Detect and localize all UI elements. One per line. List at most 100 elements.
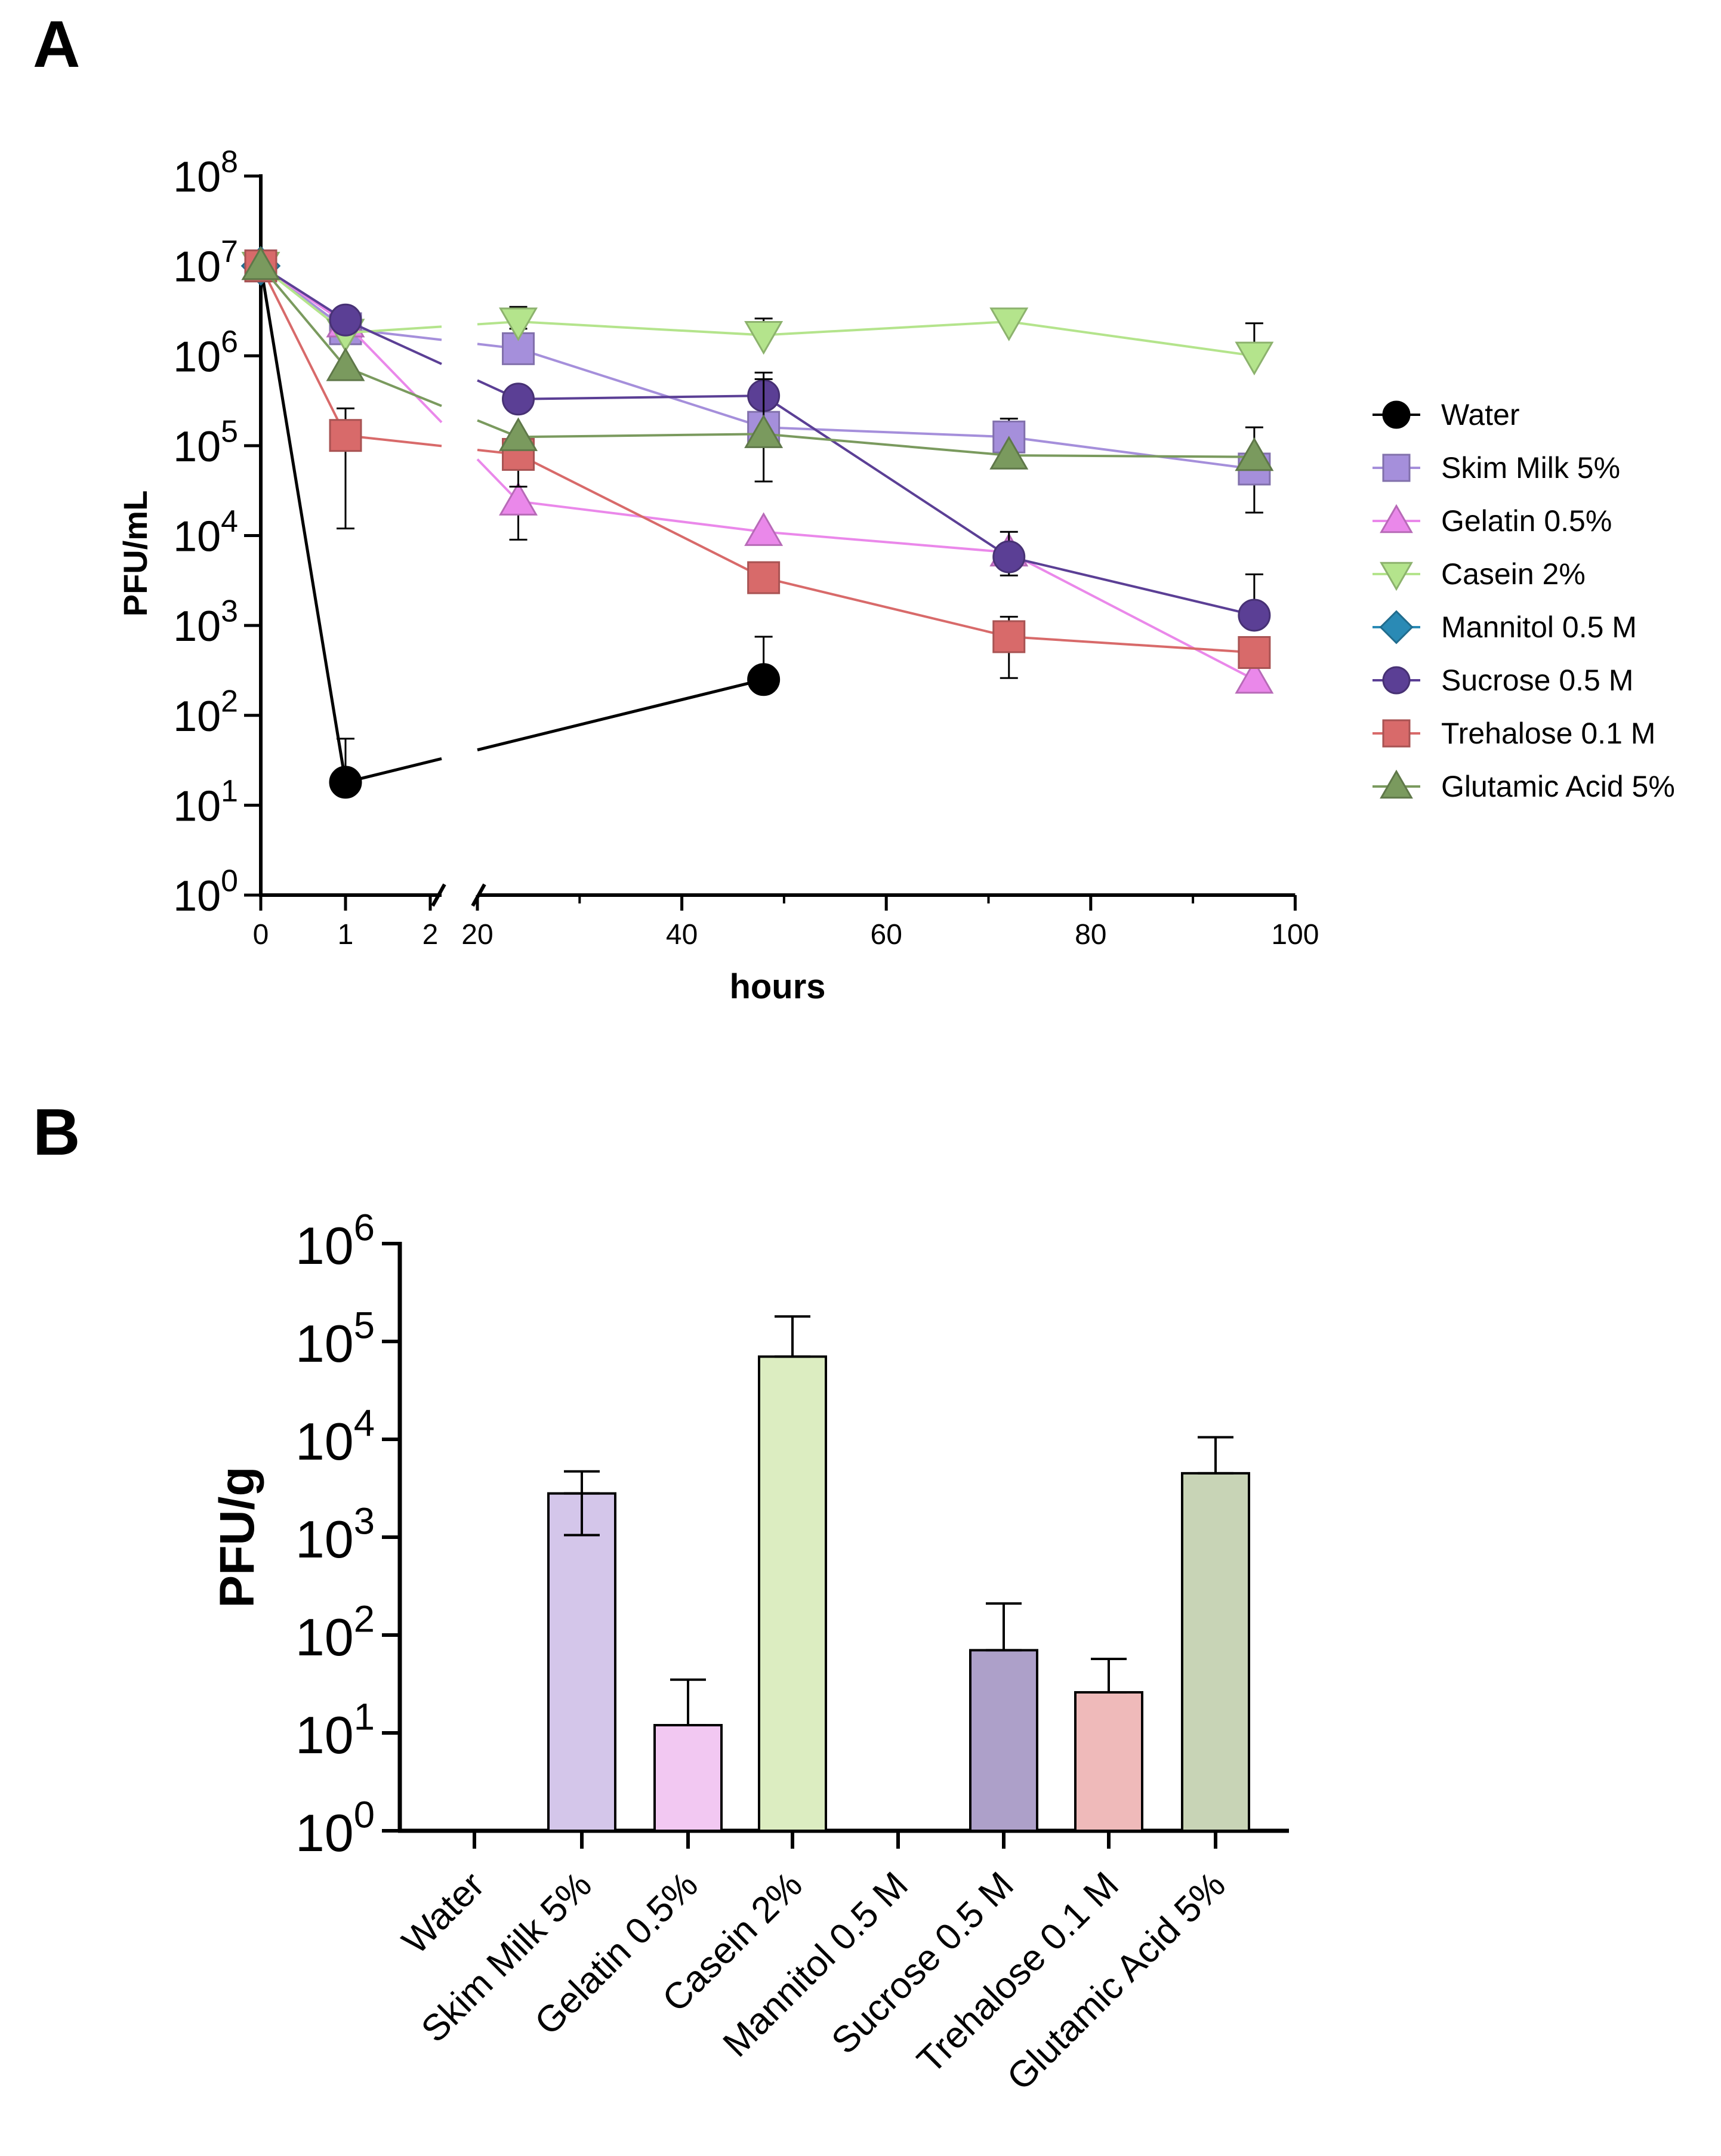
data-point — [502, 383, 535, 416]
y-tick-label: 107 — [173, 234, 238, 291]
y-tick-label: 104 — [295, 1402, 375, 1471]
series-line-segment — [344, 322, 443, 424]
data-point — [744, 512, 784, 546]
y-tick-label: 108 — [173, 144, 238, 201]
series-line-segment — [763, 394, 1010, 558]
series-line-segment — [1008, 320, 1255, 357]
legend-marker — [1380, 504, 1413, 533]
y-tick-label: 100 — [173, 863, 238, 920]
y-tick-label: 104 — [173, 504, 238, 560]
x-axis-label: hours — [729, 967, 825, 1006]
y-tick-label: 102 — [173, 683, 238, 740]
series-line-segment — [477, 678, 764, 752]
data-point — [989, 307, 1029, 341]
series-line-segment — [518, 320, 764, 337]
data-point — [747, 663, 781, 696]
x-tick-label: 1 — [338, 919, 354, 951]
legend-marker — [1382, 454, 1411, 482]
data-point — [241, 246, 280, 280]
y-tick-label: 105 — [295, 1304, 375, 1373]
legend: Water Skim Milk 5% Gelatin 0.5% Casein 2% Ma… — [1373, 398, 1675, 803]
x-tick-label: 40 — [666, 919, 698, 951]
panel-a-line-chart: 100 101 102 103 104 105 106 107 108 0 1 2 20 40 60 80 10… — [116, 144, 1675, 1006]
data-point — [992, 620, 1026, 653]
legend-marker — [1380, 769, 1413, 799]
series-line-segment — [763, 426, 1009, 439]
bar-trehalose-0-1-m — [1074, 1691, 1143, 1832]
series-gelatin-0-5 — [241, 246, 1274, 694]
y-axis-label: PFU/mL — [116, 491, 154, 617]
data-point — [744, 320, 784, 355]
legend-label: Trehalose 0.1 M — [1441, 717, 1655, 750]
data-point — [326, 347, 365, 381]
series-line-segment — [345, 319, 442, 365]
bar-glutamic-acid-5 — [1181, 1472, 1250, 1832]
data-point — [329, 303, 362, 337]
x-tick-label: 100 — [1271, 919, 1319, 951]
legend-label: Skim Milk 5% — [1441, 451, 1620, 485]
series-line-segment — [763, 320, 1009, 337]
data-point — [499, 417, 538, 451]
series-line-segment — [345, 366, 442, 408]
bar-sucrose-0-5-m — [969, 1649, 1038, 1832]
series-line-segment — [1008, 556, 1255, 616]
y-tick-label: 101 — [295, 1696, 375, 1765]
series-line-segment — [1008, 454, 1254, 458]
bar-skim-milk-5 — [547, 1492, 616, 1832]
data-point — [329, 766, 362, 799]
series-line-segment — [517, 347, 764, 429]
data-point — [1238, 599, 1271, 632]
x-tick-label: Sucrose 0.5 M — [824, 1864, 1021, 2062]
legend-label: Casein 2% — [1441, 557, 1586, 591]
y-tick-label: 103 — [295, 1500, 375, 1569]
series-casein-2 — [241, 252, 1274, 376]
y-tick-label: 103 — [173, 594, 238, 650]
series-glutamic-acid-5 — [241, 246, 1274, 471]
legend-label: Glutamic Acid 5% — [1441, 770, 1675, 803]
series-line-segment — [763, 530, 1009, 554]
series-line-segment — [259, 266, 347, 783]
legend-marker — [1382, 719, 1411, 748]
data-point — [1235, 341, 1274, 376]
legend-marker — [1382, 666, 1411, 695]
series-line-segment — [345, 757, 442, 784]
panel-a-label: A — [33, 8, 80, 81]
y-tick-label: 106 — [295, 1207, 375, 1275]
legend-marker — [1380, 562, 1413, 591]
data-point — [1238, 636, 1271, 669]
x-tick-label: 80 — [1075, 919, 1106, 951]
legend-label: Gelatin 0.5% — [1441, 504, 1612, 538]
legend-label: Water — [1441, 398, 1520, 431]
data-point — [499, 482, 538, 516]
x-tick-label: Water — [394, 1864, 492, 1962]
data-point — [744, 414, 784, 448]
series-line-segment — [1008, 635, 1255, 654]
data-point — [329, 419, 362, 452]
series-trehalose-0-1-m — [244, 249, 1271, 679]
y-tick-label: 100 — [295, 1794, 375, 1862]
data-point — [499, 307, 538, 341]
bar-casein-2 — [758, 1355, 827, 1832]
data-point — [1235, 437, 1274, 471]
series-line-segment — [345, 325, 442, 334]
y-tick-label: 102 — [295, 1598, 375, 1667]
series-line-segment — [518, 394, 764, 400]
panel-b-label: B — [33, 1096, 80, 1169]
x-tick-label: Mannitol 0.5 M — [715, 1864, 916, 2065]
series-line-segment — [518, 433, 764, 439]
data-point — [992, 540, 1026, 573]
x-tick-label: 60 — [871, 919, 902, 951]
data-point — [989, 436, 1029, 470]
x-tick-label: 0 — [253, 919, 269, 951]
data-point — [747, 561, 781, 594]
series-line-segment — [763, 433, 1009, 457]
bar-gelatin-0-5 — [653, 1724, 723, 1832]
legend-label: Mannitol 0.5 M — [1441, 610, 1637, 644]
legend-marker — [1382, 400, 1411, 429]
axis-break-mark-left — [431, 883, 446, 907]
series-line-segment — [763, 576, 1010, 638]
y-axis-label: PFU/g — [210, 1467, 264, 1608]
y-tick-label: 105 — [173, 414, 238, 470]
data-point — [1235, 659, 1274, 694]
